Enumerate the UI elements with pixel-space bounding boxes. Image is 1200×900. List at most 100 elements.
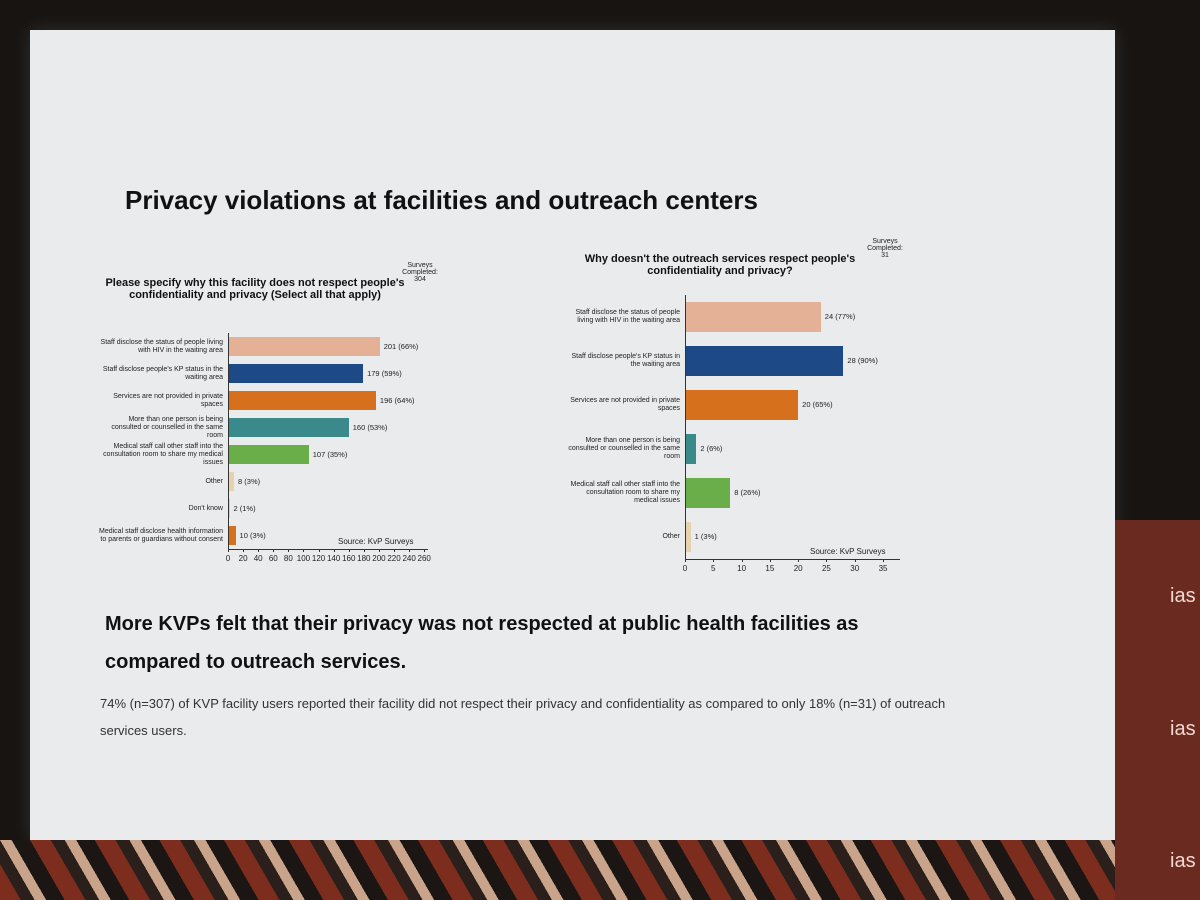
x-tick-label: 160 [342, 554, 356, 563]
decorative-pattern [0, 840, 1115, 900]
tick-mark [409, 549, 411, 552]
value-label: 160 (53%) [352, 422, 388, 432]
bar-chart: Why doesn't the outreach services respec… [560, 225, 940, 585]
tick-mark [288, 549, 290, 552]
tick-mark [685, 559, 686, 562]
x-tick-label: 0 [225, 554, 231, 563]
side-panel [1115, 520, 1200, 900]
tick-mark [378, 549, 380, 552]
tick-mark [854, 559, 856, 562]
slide [30, 30, 1115, 840]
slide-heading: More KVPs felt that their privacy was no… [105, 613, 859, 673]
logo-text: ias [1170, 585, 1196, 607]
x-tick-label: 140 [326, 554, 341, 563]
value-label: 2 (6%) [700, 444, 723, 453]
tick-mark [273, 549, 275, 552]
chart-title: Please specify why this facility does no… [105, 277, 405, 301]
x-tick-label: 40 [253, 554, 263, 563]
tick-mark [741, 559, 743, 562]
bar [685, 301, 821, 333]
y-axis [228, 333, 229, 549]
category-label: More than one person is being consulted … [568, 437, 680, 460]
tick-mark [318, 549, 320, 552]
tick-mark [394, 549, 396, 552]
bar [228, 445, 309, 464]
y-axis [685, 295, 686, 559]
bar [685, 433, 697, 465]
logo-text: ias [1170, 850, 1196, 872]
slide-title: Privacy violations at facilities and out… [125, 185, 758, 215]
bar [228, 418, 349, 437]
x-tick-label: 200 [372, 554, 386, 563]
tick-mark [883, 559, 885, 562]
category-label: Don't know [188, 504, 223, 512]
category-label: Medical staff disclose health informatio… [99, 527, 223, 543]
value-label: 196 (64%) [379, 395, 415, 405]
logo-text: ias [1170, 718, 1196, 740]
value-label: 20 (65%) [802, 400, 833, 409]
bar [228, 337, 380, 356]
tick-mark [363, 549, 365, 552]
bar [228, 391, 376, 410]
value-label: 24 (77%) [824, 312, 856, 321]
value-label: 179 (59%) [367, 368, 402, 378]
category-label: Staff disclose the status of people livi… [100, 338, 223, 354]
x-tick-label: 240 [402, 554, 416, 563]
x-tick-label: 30 [850, 564, 860, 573]
category-label: Staff disclose people's KP status in the… [102, 365, 223, 381]
x-tick-label: 5 [711, 564, 716, 573]
value-label: 201 (66%) [383, 341, 419, 351]
x-tick-label: 15 [765, 564, 775, 573]
value-label: 2 (1%) [233, 503, 256, 513]
bar [685, 389, 799, 421]
tick-mark [713, 559, 715, 562]
source-note: Source: KvP Surveys [810, 547, 886, 556]
x-tick-label: 220 [387, 554, 401, 563]
surveys-note: Surveys Completed: 304 [402, 262, 438, 283]
value-label: 8 (26%) [734, 488, 761, 497]
x-tick-label: 60 [268, 554, 278, 563]
x-tick-label: 260 [417, 554, 431, 563]
x-tick-label: 25 [821, 564, 831, 573]
value-label: 8 (3%) [238, 476, 261, 486]
surveys-note: Surveys Completed: 31 [867, 238, 903, 259]
x-tick-label: 20 [238, 554, 248, 563]
tick-mark [798, 559, 800, 562]
bar-chart: Please specify why this facility does no… [95, 255, 455, 615]
category-label: Medical staff call other staff into the … [570, 481, 680, 504]
tick-mark [243, 549, 245, 552]
category-label: More than one person is being consulted … [111, 415, 223, 439]
x-tick-label: 20 [793, 564, 803, 573]
x-tick-label: 120 [311, 554, 326, 563]
tick-mark [303, 549, 305, 552]
category-label: Services are not provided in private spa… [113, 392, 223, 408]
tick-mark [333, 549, 335, 552]
category-label: Other [662, 533, 680, 540]
tick-mark [826, 559, 828, 562]
category-label: Staff disclose people's KP status in the… [571, 353, 680, 368]
source-note: Source: KvP Surveys [338, 537, 414, 546]
slide-body: 74% (n=307) of KVP facility users report… [100, 696, 946, 738]
x-axis [685, 559, 900, 560]
x-tick-label: 100 [296, 554, 311, 563]
category-label: Medical staff call other staff into the … [103, 442, 223, 466]
bar [685, 477, 731, 509]
value-label: 1 (3%) [694, 532, 717, 541]
tick-mark [348, 549, 350, 552]
value-label: 28 (90%) [847, 356, 878, 365]
value-label: 107 (35%) [312, 449, 348, 459]
bar [228, 364, 364, 383]
tick-mark [258, 549, 260, 552]
tick-mark [228, 549, 229, 552]
x-tick-label: 180 [357, 554, 371, 563]
x-tick-label: 10 [737, 564, 747, 573]
value-label: 10 (3%) [239, 530, 266, 540]
tick-mark [769, 559, 771, 562]
chart-title: Why doesn't the outreach services respec… [584, 253, 856, 277]
category-label: Other [205, 477, 223, 485]
bar [228, 526, 236, 545]
x-tick-label: 80 [283, 554, 293, 563]
bar [685, 345, 844, 377]
x-tick-label: 0 [682, 564, 688, 573]
category-label: Staff disclose the status of people livi… [575, 309, 680, 324]
